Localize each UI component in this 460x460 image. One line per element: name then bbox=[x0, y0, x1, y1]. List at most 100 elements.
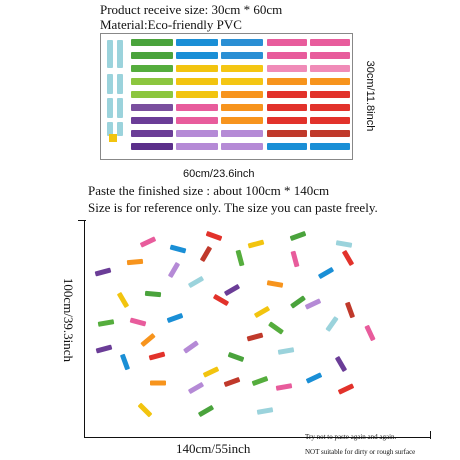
scattered-sticker bbox=[305, 298, 321, 310]
scattered-sticker bbox=[247, 239, 265, 249]
sheet-strip bbox=[176, 39, 218, 46]
sheet-corner-square bbox=[109, 134, 117, 142]
scattered-sticker bbox=[140, 236, 156, 248]
width-axis-tick bbox=[430, 431, 431, 439]
sheet-strip bbox=[176, 104, 218, 111]
sticker-sheet bbox=[100, 33, 353, 160]
sheet-strip bbox=[221, 117, 263, 124]
sheet-strip bbox=[310, 65, 350, 72]
sheet-strip bbox=[310, 52, 350, 59]
scattered-sticker bbox=[126, 258, 144, 266]
sheet-vertical-strip bbox=[117, 74, 123, 94]
sheet-vertical-strip bbox=[107, 74, 113, 94]
scattered-sticker bbox=[188, 276, 204, 288]
sheet-strip bbox=[221, 52, 263, 59]
sheet-strip bbox=[310, 117, 350, 124]
sheet-strip bbox=[267, 65, 307, 72]
sheet-strip bbox=[176, 117, 218, 124]
warning-repaste-text: Try not to paste again and again. bbox=[305, 433, 397, 441]
scattered-sticker bbox=[97, 319, 115, 327]
sheet-strip bbox=[310, 78, 350, 85]
scattered-sticker bbox=[213, 294, 229, 306]
sheet-strip bbox=[267, 130, 307, 137]
scattered-sticker bbox=[223, 377, 241, 387]
sheet-strip bbox=[131, 117, 173, 124]
scattered-sticker bbox=[256, 407, 274, 415]
scattered-sticker bbox=[246, 332, 264, 342]
sheet-strip bbox=[310, 104, 350, 111]
scattered-sticker bbox=[275, 383, 293, 391]
sheet-strip bbox=[310, 91, 350, 98]
scattered-sticker bbox=[290, 295, 306, 309]
scattered-sticker bbox=[203, 366, 219, 378]
sheet-strip bbox=[131, 52, 173, 59]
scattered-sticker bbox=[318, 267, 334, 279]
sheet-strip bbox=[310, 130, 350, 137]
sheet-strip bbox=[221, 39, 263, 46]
scattered-sticker bbox=[144, 290, 162, 298]
height-axis-tick bbox=[78, 220, 86, 221]
sheet-strip bbox=[221, 143, 263, 150]
scattered-sticker bbox=[338, 383, 354, 395]
scattered-sticker bbox=[188, 382, 204, 394]
scattered-sticker bbox=[364, 325, 376, 341]
scattered-sticker bbox=[129, 317, 147, 327]
scattered-sticker bbox=[168, 262, 180, 278]
sheet-strip bbox=[176, 78, 218, 85]
scattered-sticker bbox=[254, 306, 270, 318]
scattered-sticker bbox=[289, 231, 307, 241]
sheet-strip bbox=[176, 143, 218, 150]
sheet-strip bbox=[267, 39, 307, 46]
scattered-sticker bbox=[290, 250, 300, 268]
scattered-sticker bbox=[235, 249, 245, 267]
sheet-strip bbox=[310, 143, 350, 150]
scattered-sticker bbox=[166, 313, 184, 323]
sheet-strip bbox=[176, 91, 218, 98]
scattered-sticker bbox=[345, 301, 355, 319]
sheet-strip bbox=[131, 65, 173, 72]
receive-size-text: Product receive size: 30cm * 60cm bbox=[100, 2, 283, 17]
sheet-strip bbox=[267, 52, 307, 59]
sheet-vertical-strip bbox=[107, 122, 113, 136]
sheet-strip bbox=[221, 65, 263, 72]
wall-height-label: 100cm/39.3inch bbox=[61, 277, 76, 363]
sheet-strip bbox=[131, 91, 173, 98]
scattered-sticker bbox=[198, 405, 214, 417]
scattered-sticker bbox=[224, 284, 240, 296]
sheet-strip bbox=[131, 143, 173, 150]
sheet-strip bbox=[221, 130, 263, 137]
sheet-strip bbox=[267, 104, 307, 111]
scattered-sticker bbox=[342, 250, 354, 266]
sheet-strip bbox=[176, 65, 218, 72]
scattered-sticker bbox=[205, 231, 223, 241]
material-text: Material:Eco-friendly PVC bbox=[100, 17, 242, 32]
scattered-sticker bbox=[335, 240, 353, 248]
scattered-sticker bbox=[94, 267, 112, 277]
scattered-sticker bbox=[183, 340, 199, 354]
sheet-strip bbox=[131, 78, 173, 85]
sheet-strip bbox=[221, 104, 263, 111]
height-axis-line bbox=[84, 220, 85, 438]
sheet-strip bbox=[176, 52, 218, 59]
warning-surface-text: NOT suitable for dirty or rough surface bbox=[305, 448, 416, 456]
scattered-sticker bbox=[251, 376, 269, 386]
sheet-vertical-strip bbox=[107, 98, 113, 118]
sheet-vertical-strip bbox=[117, 98, 123, 118]
scattered-sticker bbox=[266, 280, 284, 288]
sheet-width-label: 60cm/23.6inch bbox=[183, 168, 255, 180]
scattered-sticker bbox=[169, 244, 187, 254]
sticker-sheet-strips bbox=[107, 39, 350, 150]
width-axis-line bbox=[84, 437, 430, 438]
scattered-sticker bbox=[325, 316, 339, 332]
sheet-vertical-strip bbox=[117, 122, 123, 136]
scattered-sticker bbox=[200, 246, 212, 262]
sheet-strip bbox=[310, 39, 350, 46]
sheet-strip bbox=[267, 117, 307, 124]
sheet-vertical-strip bbox=[107, 40, 113, 68]
sheet-strip bbox=[267, 78, 307, 85]
sheet-strip bbox=[131, 104, 173, 111]
scattered-sticker bbox=[95, 344, 113, 354]
sheet-strip bbox=[267, 91, 307, 98]
scattered-sticker bbox=[117, 292, 129, 308]
sheet-strip bbox=[267, 143, 307, 150]
